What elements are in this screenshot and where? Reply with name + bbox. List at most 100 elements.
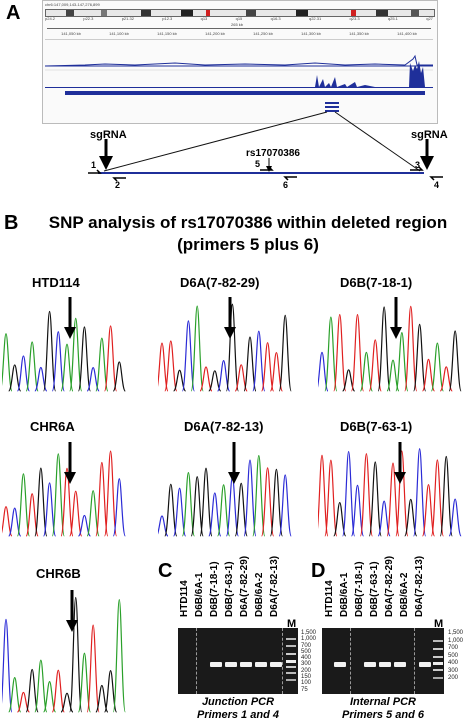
chromatogram-peak <box>86 490 100 537</box>
chromatogram-d6a-7-82-29 <box>158 297 292 392</box>
chromatogram-peak <box>190 305 204 392</box>
chromatogram-peak <box>86 624 100 713</box>
chromatogram-peak <box>439 455 453 537</box>
chromatogram-d6b-7-18-1 <box>318 297 462 392</box>
gel-d-lane-1: HTD114 <box>324 580 335 617</box>
chromatogram-peak <box>77 652 92 713</box>
chromatogram-peak <box>368 461 382 537</box>
chromatogram-peak <box>324 316 338 392</box>
gel-d-lane-labels: HTD114 D6B/6A-1 D6B(7-18-1) D6B(7-63-1) … <box>324 556 439 618</box>
chromatogram-peak <box>173 487 187 537</box>
gel-d-image <box>322 628 444 694</box>
band-labels: p24.2 p22.3 p21.32 p12.3 q13 q15 q16.3 q… <box>45 16 433 21</box>
chromatogram-peak <box>430 342 444 392</box>
chromatogram-peak <box>208 370 222 392</box>
trace-label-chr6a: CHR6A <box>30 419 75 434</box>
gel-c-lane-3: D6B(7-18-1) <box>209 561 220 617</box>
chromatogram-peak <box>51 331 65 392</box>
chromatogram-peak <box>60 343 74 392</box>
panel-d-letter: D <box>311 560 326 582</box>
gel-d-lane-2: D6B/6A-1 <box>339 572 350 617</box>
coordinates-text: chr6:147,009,143-147,276,899 <box>45 2 100 7</box>
gel-c-lane-4: D6B(7-63-1) <box>224 561 235 617</box>
chromatogram-peak <box>261 467 275 537</box>
chromatogram-peak <box>69 317 83 392</box>
snp-label: rs17070386 <box>246 148 300 159</box>
chromatogram-peak <box>25 493 39 537</box>
chromatogram-peak <box>95 337 109 392</box>
gel-d-caption: Internal PCR Primers 5 and 6 <box>342 696 424 721</box>
chromatogram-peak <box>261 342 275 392</box>
chromatogram-peak <box>112 361 126 392</box>
chromatogram-peak <box>342 450 356 537</box>
chromatogram-peak <box>333 313 347 392</box>
ruler-ticks: 141,050 kb 141,100 kb 141,150 kb 141,200… <box>61 31 417 36</box>
chromatogram-peak <box>34 467 48 537</box>
chromatogram-peak <box>359 453 373 537</box>
gel-c-lane-6: D6B/6A-2 <box>254 572 265 617</box>
chromatogram-peak <box>359 351 373 392</box>
chromatogram-peak <box>350 313 365 392</box>
chromatogram-peak <box>199 467 213 537</box>
chromatogram-peak <box>2 506 13 537</box>
trace-label-d6b-7-63-1: D6B(7-63-1) <box>340 419 413 434</box>
chromatogram-peak <box>16 355 31 392</box>
chromatogram-peak <box>51 669 65 713</box>
chromatogram-peak <box>318 454 329 537</box>
gel-c-lane-labels: HTD114 D6B/6A-1 D6B(7-18-1) D6B(7-63-1) … <box>179 556 294 618</box>
chromatogram-peak <box>448 330 462 392</box>
trace-label-chr6b: CHR6B <box>36 566 81 581</box>
chromatogram-d6a-7-82-13 <box>158 442 292 537</box>
trace-label-htd114: HTD114 <box>32 275 80 290</box>
trace-label-d6a-7-82-29: D6A(7-82-29) <box>180 275 260 290</box>
chromatogram-peak <box>413 323 427 392</box>
chromatogram-peak <box>25 668 39 713</box>
panel-c-letter: C <box>158 560 173 582</box>
primer-2-arrow <box>112 177 126 182</box>
panel-a-letter: A <box>6 2 21 24</box>
sgrna-right-label: sgRNA <box>411 129 448 141</box>
chromatogram-peak <box>95 684 109 713</box>
chromatogram-peak <box>386 359 400 392</box>
chromatogram-peak <box>2 618 13 713</box>
chromatogram-peak <box>103 450 118 537</box>
chromatogram-peak <box>368 339 382 392</box>
chromatogram-chr6b <box>2 590 126 713</box>
gel-c-lane-7: D6A(7-82-13) <box>269 555 280 617</box>
chromatogram-peak <box>225 303 239 392</box>
chromosome-ideogram <box>45 9 435 17</box>
chromatogram-peak <box>395 450 409 537</box>
primer-2-label: 2 <box>115 180 121 190</box>
chromatogram-peak <box>386 462 400 537</box>
primer-6-label: 6 <box>283 180 289 190</box>
gel-d-marker-lane: M <box>434 618 444 630</box>
deletion-schematic <box>88 111 443 182</box>
chromatogram-peak <box>16 473 31 537</box>
coverage-tracks <box>45 54 433 112</box>
chromatogram-peak <box>430 459 444 537</box>
gel-c-image <box>178 628 298 694</box>
gel-d-lane-6: D6B/6A-2 <box>399 572 410 617</box>
chromatogram-peak <box>252 330 266 392</box>
snp-position-arrowhead <box>394 472 406 484</box>
snp-position-arrowhead <box>224 327 236 339</box>
chromatogram-htd114 <box>2 297 126 392</box>
sgrna-left-label: sgRNA <box>90 129 127 141</box>
gel-d-lane-4: D6B(7-63-1) <box>369 561 380 617</box>
chromatogram-peak <box>2 333 13 392</box>
chromatogram-peak <box>190 476 204 537</box>
gel-d-lane-3: D6B(7-18-1) <box>354 561 365 617</box>
chromatogram-peak <box>421 358 436 392</box>
primer-6-arrow <box>283 176 297 181</box>
gel-c-lane-1: HTD114 <box>179 580 190 617</box>
chromatogram-peak <box>8 364 22 392</box>
chromatogram-peak <box>158 342 169 392</box>
chromatogram-peak <box>164 340 178 392</box>
chromatogram-peak <box>243 336 257 392</box>
chromatogram-peak <box>448 498 462 537</box>
gel-c-marker-sizes: 1,500 1,000 700 500 400 300 200 150 100 … <box>301 630 317 693</box>
chromatogram-peak <box>60 467 74 537</box>
chromatogram-peak <box>25 341 39 392</box>
trace-label-d6b-7-18-1: D6B(7-18-1) <box>340 275 413 290</box>
snp-position-arrowhead <box>64 327 76 339</box>
